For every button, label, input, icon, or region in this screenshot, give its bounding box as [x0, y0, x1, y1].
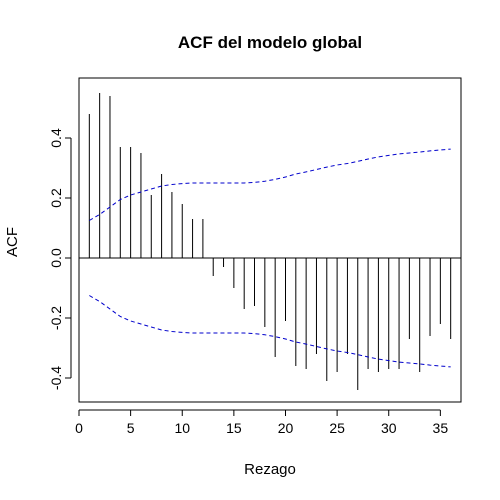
y-tick-label: 0.0	[48, 248, 64, 268]
x-tick-label: 5	[127, 420, 135, 436]
x-tick-label: 35	[433, 420, 449, 436]
x-axis-label: Rezago	[244, 461, 296, 478]
y-axis-label: ACF	[4, 227, 21, 257]
axes: 0 5 10 15 20 25 30 35 -0.4 -0.2 0.0 0.2 0.4	[48, 128, 448, 436]
x-tick-label: 15	[226, 420, 242, 436]
x-tick-label: 25	[329, 420, 345, 436]
x-tick-label: 30	[381, 420, 397, 436]
plot-frame	[78, 77, 462, 403]
x-tick-label: 20	[278, 420, 294, 436]
confidence-band-lower	[89, 295, 451, 368]
plot-marks	[79, 93, 461, 390]
x-tick-label: 10	[174, 420, 190, 436]
x-tick-label: 0	[75, 420, 83, 436]
y-tick-label: -0.2	[48, 306, 64, 330]
y-tick-label: 0.2	[48, 188, 64, 208]
confidence-band-upper	[89, 148, 451, 221]
y-tick-label: -0.4	[48, 366, 64, 390]
y-tick-label: 0.4	[48, 128, 64, 148]
chart-title: ACF del modelo global	[178, 33, 362, 52]
